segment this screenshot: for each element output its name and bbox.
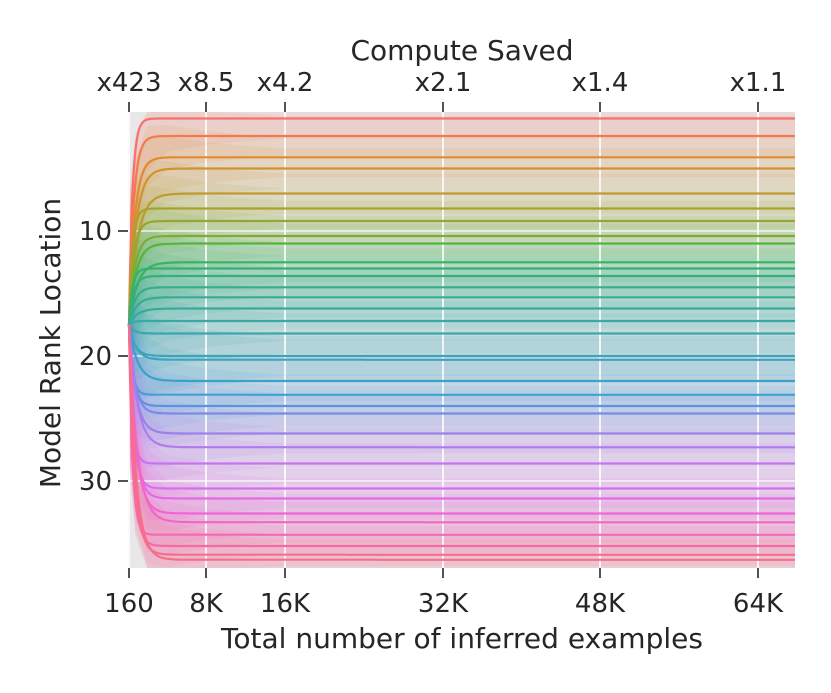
series-line-4 (127, 167, 795, 325)
confidence-band-25 (129, 262, 795, 481)
series-line-26 (127, 324, 795, 465)
series-line-12 (127, 274, 795, 325)
confidence-band-2 (129, 112, 795, 374)
series-line-34 (127, 324, 795, 561)
series-line-22 (127, 324, 795, 408)
rank-series-lines (127, 117, 795, 561)
top-tick-label-x1.1: x1.1 (730, 68, 787, 98)
confidence-band-19 (129, 244, 795, 420)
confidence-band-24 (129, 259, 795, 468)
confidence-band-32 (129, 282, 795, 568)
series-line-11 (127, 267, 795, 325)
top-tick-label-x423: x423 (96, 68, 161, 98)
x-tick-label-160: 160 (104, 589, 154, 619)
plot-background (128, 112, 795, 568)
top-tick-label-x1.4: x1.4 (572, 68, 629, 98)
confidence-band-7 (129, 186, 795, 392)
series-line-21 (127, 324, 795, 396)
series-line-20 (127, 324, 795, 383)
confidence-band-13 (129, 229, 795, 405)
y-tick-label-20: 20 (79, 342, 112, 372)
series-line-16 (128, 319, 795, 326)
series-line-33 (127, 324, 795, 556)
x-tick-label-8K: 8K (189, 589, 224, 619)
series-line-17 (128, 324, 795, 335)
top-tick-label-x8.5: x8.5 (178, 68, 235, 98)
series-line-30 (127, 324, 795, 524)
confidence-band-17 (129, 239, 795, 414)
series-line-14 (127, 296, 795, 326)
series-line-13 (127, 286, 795, 325)
confidence-band-18 (129, 243, 795, 419)
axis-ticks: 160 8K 16K 32K 48K 64K x423 x8.5 x4.2 x2.1 x1.4 x1.… (79, 68, 786, 619)
series-line-8 (127, 234, 795, 325)
series-line-3 (127, 156, 795, 325)
confidence-band-8 (129, 200, 795, 395)
confidence-band-6 (129, 174, 795, 389)
confidence-band-12 (129, 227, 795, 403)
x-tick-label-48K: 48K (575, 589, 626, 619)
y-tick-label-10: 10 (79, 217, 112, 247)
confidence-band-9 (129, 207, 795, 396)
series-line-28 (127, 324, 795, 500)
series-line-2 (127, 134, 795, 325)
series-line-15 (128, 307, 795, 326)
confidence-band-4 (129, 136, 795, 381)
confidence-band-31 (129, 280, 795, 568)
x-tick-label-64K: 64K (733, 589, 784, 619)
confidence-band-29 (129, 275, 795, 546)
confidence-band-27 (129, 270, 795, 521)
confidence-band-23 (129, 255, 795, 449)
series-line-9 (127, 242, 795, 325)
series-line-19 (127, 324, 795, 361)
y-tick-label-30: 30 (79, 467, 112, 497)
confidence-band-16 (129, 236, 795, 412)
confidence-band-3 (129, 124, 795, 378)
series-line-27 (127, 324, 795, 490)
confidence-band-34 (129, 285, 795, 568)
x-axis-title: Total number of inferred examples (220, 622, 703, 655)
series-line-18 (127, 324, 795, 358)
confidence-band-28 (129, 272, 795, 531)
top-tick-label-x2.1: x2.1 (415, 68, 472, 98)
series-line-1 (127, 117, 795, 325)
confidence-band-1 (129, 112, 795, 371)
series-line-7 (127, 219, 795, 325)
series-line-6 (127, 207, 795, 325)
series-line-31 (127, 324, 795, 536)
y-axis-title: Model Rank Location (34, 198, 67, 488)
series-line-23 (127, 324, 795, 415)
series-line-25 (127, 324, 795, 449)
series-line-24 (127, 324, 795, 435)
x-tick-label-32K: 32K (418, 589, 469, 619)
confidence-band-5 (129, 160, 795, 386)
series-line-10 (127, 261, 795, 325)
confidence-band-33 (129, 284, 795, 568)
confidence-band-30 (129, 277, 795, 555)
confidence-band-26 (129, 265, 795, 497)
top-axis-title: Compute Saved (350, 34, 573, 67)
top-tick-label-x4.2: x4.2 (257, 68, 314, 98)
confidence-band-21 (129, 251, 795, 432)
x-tick-label-16K: 16K (260, 589, 311, 619)
